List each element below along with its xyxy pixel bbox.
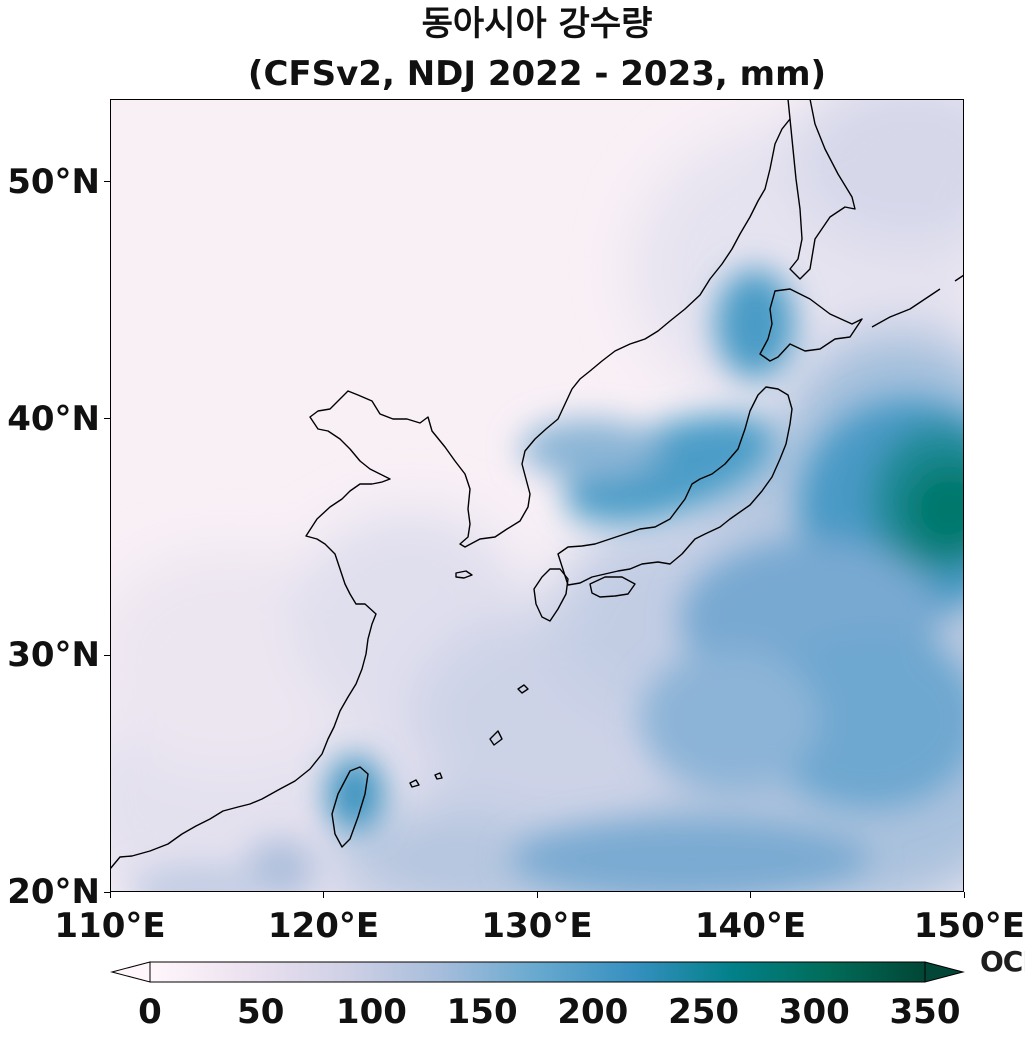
colorbar-tick-label: 50 bbox=[237, 992, 285, 1032]
lon-tick-mark bbox=[963, 892, 965, 898]
lat-tick-label: 30°N bbox=[7, 635, 100, 676]
ocpc-logo: OCPC bbox=[980, 945, 1025, 978]
coastline-jeju bbox=[455, 570, 473, 579]
coastline-kurils bbox=[871, 274, 964, 328]
lat-tick-mark bbox=[104, 654, 110, 656]
coastline-ryukyu bbox=[409, 684, 529, 788]
lat-tick-mark bbox=[104, 181, 110, 183]
chart-subtitle: (CFSv2, NDJ 2022 - 2023, mm) bbox=[247, 54, 827, 94]
colorbar-tick-label: 200 bbox=[557, 992, 629, 1032]
coastline-mainland bbox=[110, 118, 791, 870]
lon-tick-label: 140°E bbox=[694, 906, 807, 946]
lon-tick-mark bbox=[323, 892, 324, 898]
precipitation-map: OCPC bbox=[110, 99, 1025, 978]
lon-tick-label: 110°E bbox=[54, 906, 166, 946]
lat-tick-mark bbox=[104, 418, 110, 420]
map-canvas bbox=[110, 99, 964, 892]
coastline-shikoku bbox=[589, 576, 636, 598]
lon-tick-label: 120°E bbox=[267, 906, 380, 946]
chart-title: 동아시아 강수량 bbox=[421, 4, 653, 44]
lon-tick-mark bbox=[750, 892, 751, 898]
precipitation-field bbox=[110, 99, 964, 892]
colorbar-tick-label: 250 bbox=[668, 992, 740, 1032]
coastlines bbox=[110, 99, 964, 870]
lat-tick-label: 40°N bbox=[7, 398, 100, 439]
map-frame bbox=[110, 99, 964, 892]
coastline-taiwan bbox=[331, 766, 369, 848]
lon-tick-mark bbox=[109, 892, 111, 898]
lat-tick-label: 20°N bbox=[7, 872, 100, 912]
coastline-sakhalin bbox=[787, 99, 856, 280]
lat-tick-label: 50°N bbox=[7, 161, 100, 202]
colorbar-extend-right bbox=[924, 961, 965, 983]
colorbar-extend-left bbox=[110, 961, 151, 983]
colorbar-tick-label: 150 bbox=[446, 992, 518, 1032]
coastline-honshu bbox=[557, 386, 793, 586]
colorbar-tick-label: 0 bbox=[138, 992, 162, 1032]
precipitation-shading-core bbox=[130, 269, 964, 892]
colorbar-tick-label: 300 bbox=[778, 992, 850, 1032]
colorbar-tick-label: 350 bbox=[889, 992, 961, 1032]
colorbar-tick-label: 100 bbox=[335, 992, 407, 1032]
lon-tick-label: 150°E bbox=[913, 906, 1025, 946]
coastline-kyushu bbox=[533, 568, 569, 622]
lon-tick-label: 130°E bbox=[481, 906, 593, 946]
lon-tick-mark bbox=[536, 892, 538, 898]
colorbar-bar bbox=[149, 961, 926, 983]
colorbar bbox=[110, 961, 965, 983]
coastline-hokkaido bbox=[759, 288, 863, 362]
lat-tick-mark bbox=[104, 891, 110, 893]
